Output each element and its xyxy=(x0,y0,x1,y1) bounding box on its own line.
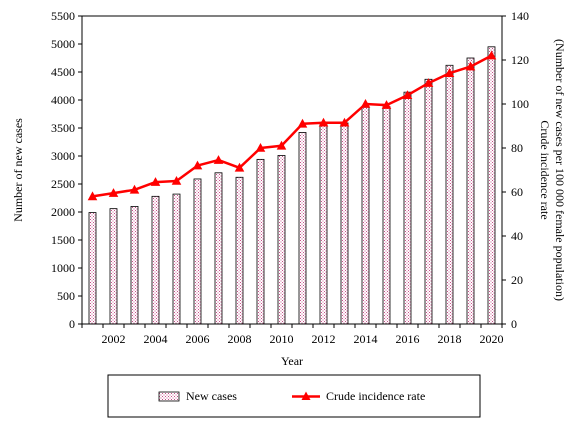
bar-2003 xyxy=(130,205,139,325)
bar-2015 xyxy=(382,106,391,325)
plot-frame xyxy=(81,15,503,325)
bar-2011 xyxy=(298,132,307,325)
bar-2012 xyxy=(319,124,328,325)
y-tick-label-2500: 2500 xyxy=(51,177,75,191)
bar-2007 xyxy=(214,172,223,325)
rate-point-2018 xyxy=(444,68,455,77)
y2-axis-title-line1: Crude incidence rate xyxy=(538,120,552,219)
x-tick-label-2002: 2002 xyxy=(102,332,126,346)
rate-point-2012 xyxy=(318,117,329,127)
x-tick-label-2010: 2010 xyxy=(270,332,294,346)
bar-2002 xyxy=(109,208,118,325)
x-tick-label-2012: 2012 xyxy=(312,332,336,346)
y2-tick-label-140: 140 xyxy=(511,9,529,23)
rate-point-2010 xyxy=(276,140,287,150)
legend: New cases Crude incidence rate xyxy=(107,374,481,418)
rate-point-2005 xyxy=(171,176,182,185)
bar-2013 xyxy=(340,122,349,325)
legend-label-incidence-rate: Crude incidence rate xyxy=(326,389,425,403)
line-layer xyxy=(87,50,497,201)
rate-point-2002 xyxy=(108,188,119,197)
y-tick-label-1000: 1000 xyxy=(51,261,75,275)
y-tick-label-5500: 5500 xyxy=(51,9,75,23)
rate-point-2007 xyxy=(213,155,224,164)
rate-point-2009 xyxy=(255,143,266,152)
y2-axis-title-line2: (Number of new cases per 100 000 female … xyxy=(553,39,567,301)
y2-tick-label-80: 80 xyxy=(511,141,523,155)
x-tick-label-2008: 2008 xyxy=(228,332,252,346)
x-tick-label-2006: 2006 xyxy=(186,332,210,346)
y-tick-label-3500: 3500 xyxy=(51,121,75,135)
y-tick-label-0: 0 xyxy=(69,317,75,331)
bar-2018 xyxy=(445,64,454,325)
right-axis: 0 20 40 60 80 100 120 140 xyxy=(502,9,529,331)
y-tick-label-500: 500 xyxy=(57,289,75,303)
y2-tick-label-20: 20 xyxy=(511,273,523,287)
left-axis: 0 500 1000 1500 2000 2500 3000 3500 4000 4500 5000… xyxy=(51,9,82,331)
legend-marker-triangle xyxy=(301,391,311,400)
y-tick-label-1500: 1500 xyxy=(51,233,75,247)
y-tick-label-3000: 3000 xyxy=(51,149,75,163)
y-tick-label-4500: 4500 xyxy=(51,65,75,79)
rate-point-2006 xyxy=(192,160,203,170)
rate-point-2001 xyxy=(87,191,98,201)
x-tick-label-2020: 2020 xyxy=(480,332,504,346)
rate-point-2004 xyxy=(150,177,161,186)
bar-2010 xyxy=(277,155,286,325)
x-tick-label-2016: 2016 xyxy=(396,332,420,346)
rate-point-2011 xyxy=(297,118,308,128)
y2-tick-label-60: 60 xyxy=(511,185,523,199)
bar-2014 xyxy=(361,106,370,325)
bar-2001 xyxy=(88,212,97,325)
bar-2008 xyxy=(235,176,244,325)
y-tick-label-5000: 5000 xyxy=(51,37,75,51)
bar-2019 xyxy=(466,57,475,325)
y2-tick-label-100: 100 xyxy=(511,97,529,111)
rate-point-2003 xyxy=(129,184,140,194)
y-tick-label-2000: 2000 xyxy=(51,205,75,219)
y2-tick-label-40: 40 xyxy=(511,229,523,243)
y2-tick-label-120: 120 xyxy=(511,53,529,67)
rate-point-2008 xyxy=(234,162,245,172)
y-axis-title: Number of new cases xyxy=(11,118,25,222)
rate-point-2016 xyxy=(402,90,413,99)
y-tick-label-4000: 4000 xyxy=(51,93,75,107)
rate-point-2019 xyxy=(465,61,476,71)
rate-point-2014 xyxy=(360,99,371,108)
y2-tick-label-0: 0 xyxy=(511,317,517,331)
bar-2005 xyxy=(172,193,181,325)
bar-2017 xyxy=(424,78,433,325)
rate-point-2015 xyxy=(381,100,392,109)
legend-swatch-new-cases xyxy=(158,391,180,402)
bar-2009 xyxy=(256,158,265,325)
x-axis: 2002 2004 2006 2008 2010 2012 2014 2016 2018 2020 xyxy=(81,324,504,346)
x-axis-title: Year xyxy=(281,354,303,368)
bar-2006 xyxy=(193,178,202,325)
rate-point-2013 xyxy=(339,117,350,127)
x-tick-label-2004: 2004 xyxy=(144,332,168,346)
x-tick-label-2018: 2018 xyxy=(438,332,462,346)
legend-label-new-cases: New cases xyxy=(186,389,237,403)
bar-2020 xyxy=(487,46,496,325)
rate-point-2017 xyxy=(423,78,434,87)
bar-2016 xyxy=(403,91,412,325)
rate-point-2020 xyxy=(486,50,497,60)
bar-2004 xyxy=(151,195,160,325)
x-tick-label-2014: 2014 xyxy=(354,332,378,346)
